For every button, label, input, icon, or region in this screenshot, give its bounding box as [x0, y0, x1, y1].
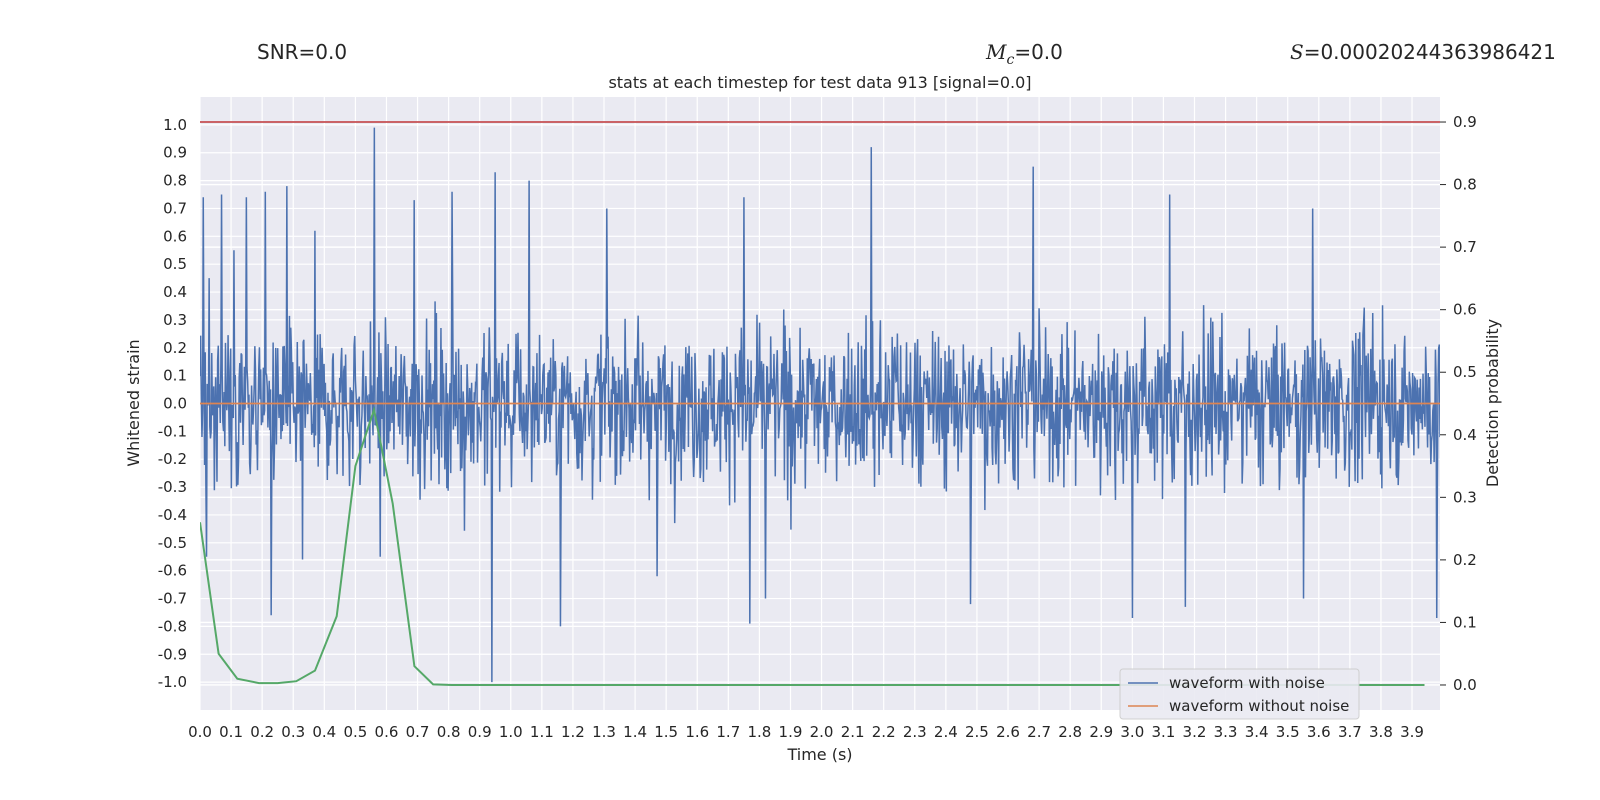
y-tick-label: 0.5 [163, 255, 187, 273]
y-axis-label: Whitened strain [124, 339, 143, 466]
detection-probability-line [200, 405, 1425, 686]
x-tick-label: 2.8 [1058, 723, 1082, 741]
mc-symbol: M [986, 40, 1007, 64]
x-tick-label: 1.8 [747, 723, 771, 741]
x-tick-label: 1.7 [716, 723, 740, 741]
x-tick-label: 1.0 [499, 723, 523, 741]
x-tick-label: 2.2 [872, 723, 896, 741]
right-tick-label: 0.3 [1453, 488, 1477, 506]
x-axis-ticks: 0.0 0.1 0.2 0.3 0.4 0.5 0.6 0.7 0.8 0.9 1.0 1.1 1.2 1… [188, 723, 1424, 741]
y-tick-label: -1.0 [158, 673, 187, 691]
x-tick-label: 3.4 [1245, 723, 1269, 741]
x-tick-label: 0.3 [281, 723, 305, 741]
right-tick-label: 0.4 [1453, 426, 1477, 444]
x-tick-label: 0.0 [188, 723, 212, 741]
x-tick-label: 3.0 [1120, 723, 1144, 741]
y-tick-label: -0.3 [158, 478, 187, 496]
x-tick-label: 2.1 [841, 723, 865, 741]
y-tick-label: -0.5 [158, 534, 187, 552]
series-layer [200, 121, 1440, 686]
snr-readout: SNR=0.0 [257, 40, 347, 64]
x-tick-label: 1.6 [685, 723, 709, 741]
legend-label-clean: waveform without noise [1169, 697, 1349, 715]
x-tick-label: 3.1 [1151, 723, 1175, 741]
legend-box [1119, 668, 1360, 720]
x-tick-label: 1.4 [623, 723, 647, 741]
x-tick-label: 3.9 [1400, 723, 1424, 741]
x-tick-label: 1.1 [530, 723, 554, 741]
x-tick-label: 0.1 [219, 723, 243, 741]
mc-subscript: c [1006, 52, 1015, 68]
x-tick-label: 3.5 [1276, 723, 1300, 741]
x-tick-label: 0.5 [343, 723, 367, 741]
y-tick-label: 0.0 [163, 395, 187, 413]
y-tick-label: 0.1 [163, 367, 187, 385]
right-tick-label: 0.2 [1453, 551, 1477, 569]
x-tick-label: 0.2 [250, 723, 274, 741]
x-tick-label: 2.3 [903, 723, 927, 741]
x-tick-label: 3.7 [1338, 723, 1362, 741]
right-tick-label: 0.7 [1453, 238, 1477, 256]
y-axis-ticks: 1.0 0.9 0.8 0.7 0.6 0.5 0.4 0.3 0.2 0.1 0.0 -0.1 -0.… [158, 116, 187, 691]
snr-text: SNR=0.0 [257, 40, 348, 64]
y-tick-label: 0.6 [163, 227, 187, 245]
y-tick-label: -0.4 [158, 506, 187, 524]
s-readout: S=0.00020244363986421 [1290, 40, 1556, 64]
legend: waveform with noise waveform without noi… [1119, 668, 1360, 720]
y-tick-label: 0.2 [163, 339, 187, 357]
right-tick-label: 0.9 [1453, 113, 1477, 131]
x-tick-label: 2.5 [965, 723, 989, 741]
right-tick-label: 0.1 [1453, 613, 1477, 631]
x-tick-label: 2.7 [1027, 723, 1051, 741]
y-tick-label: -0.8 [158, 617, 187, 635]
y-tick-label: 0.7 [163, 199, 187, 217]
right-tick-label: 0.8 [1453, 176, 1477, 194]
y-tick-label: 0.4 [163, 283, 187, 301]
x-tick-label: 0.6 [375, 723, 399, 741]
x-tick-label: 3.3 [1214, 723, 1238, 741]
y-tick-label: 1.0 [163, 116, 187, 134]
y-tick-label: -0.1 [158, 422, 187, 440]
s-symbol: S [1290, 40, 1304, 64]
x-tick-label: 3.8 [1369, 723, 1393, 741]
x-tick-label: 1.9 [779, 723, 803, 741]
y-tick-label: -0.7 [158, 590, 187, 608]
x-tick-label: 2.6 [996, 723, 1020, 741]
x-tick-label: 0.7 [406, 723, 430, 741]
x-axis-label: Time (s) [786, 745, 852, 764]
x-tick-label: 0.8 [437, 723, 461, 741]
x-tick-label: 2.9 [1089, 723, 1113, 741]
right-tick-label: 0.6 [1453, 301, 1477, 319]
x-tick-label: 0.9 [468, 723, 492, 741]
y-tick-label: -0.2 [158, 450, 187, 468]
x-tick-label: 3.2 [1183, 723, 1207, 741]
chirp-mass-readout: Mc=0.0 [986, 40, 1063, 68]
y-tick-label: 0.3 [163, 311, 187, 329]
legend-label-noise: waveform with noise [1169, 674, 1325, 692]
y-tick-label: -0.9 [158, 645, 187, 663]
right-tick-label: 0.0 [1453, 676, 1477, 694]
x-tick-label: 2.4 [934, 723, 958, 741]
chart-title: stats at each timestep for test data 913… [608, 73, 1031, 92]
y-tick-label: -0.6 [158, 562, 187, 580]
x-tick-label: 0.4 [312, 723, 336, 741]
y-tick-label: 0.8 [163, 172, 187, 190]
y-tick-label: 0.9 [163, 144, 187, 162]
x-tick-label: 1.3 [592, 723, 616, 741]
x-tick-label: 2.0 [810, 723, 834, 741]
right-axis-label: Detection probability [1483, 319, 1502, 487]
x-tick-label: 3.6 [1307, 723, 1331, 741]
mc-value: =0.0 [1014, 40, 1063, 64]
right-axis-ticks: 0.9 0.8 0.7 0.6 0.5 0.4 0.3 0.2 0.1 0.0 [1440, 113, 1477, 694]
right-tick-label: 0.5 [1453, 363, 1477, 381]
waveform-with-noise-line [200, 127, 1440, 683]
s-value: =0.00020244363986421 [1303, 40, 1556, 64]
x-tick-label: 1.2 [561, 723, 585, 741]
x-tick-label: 1.5 [654, 723, 678, 741]
